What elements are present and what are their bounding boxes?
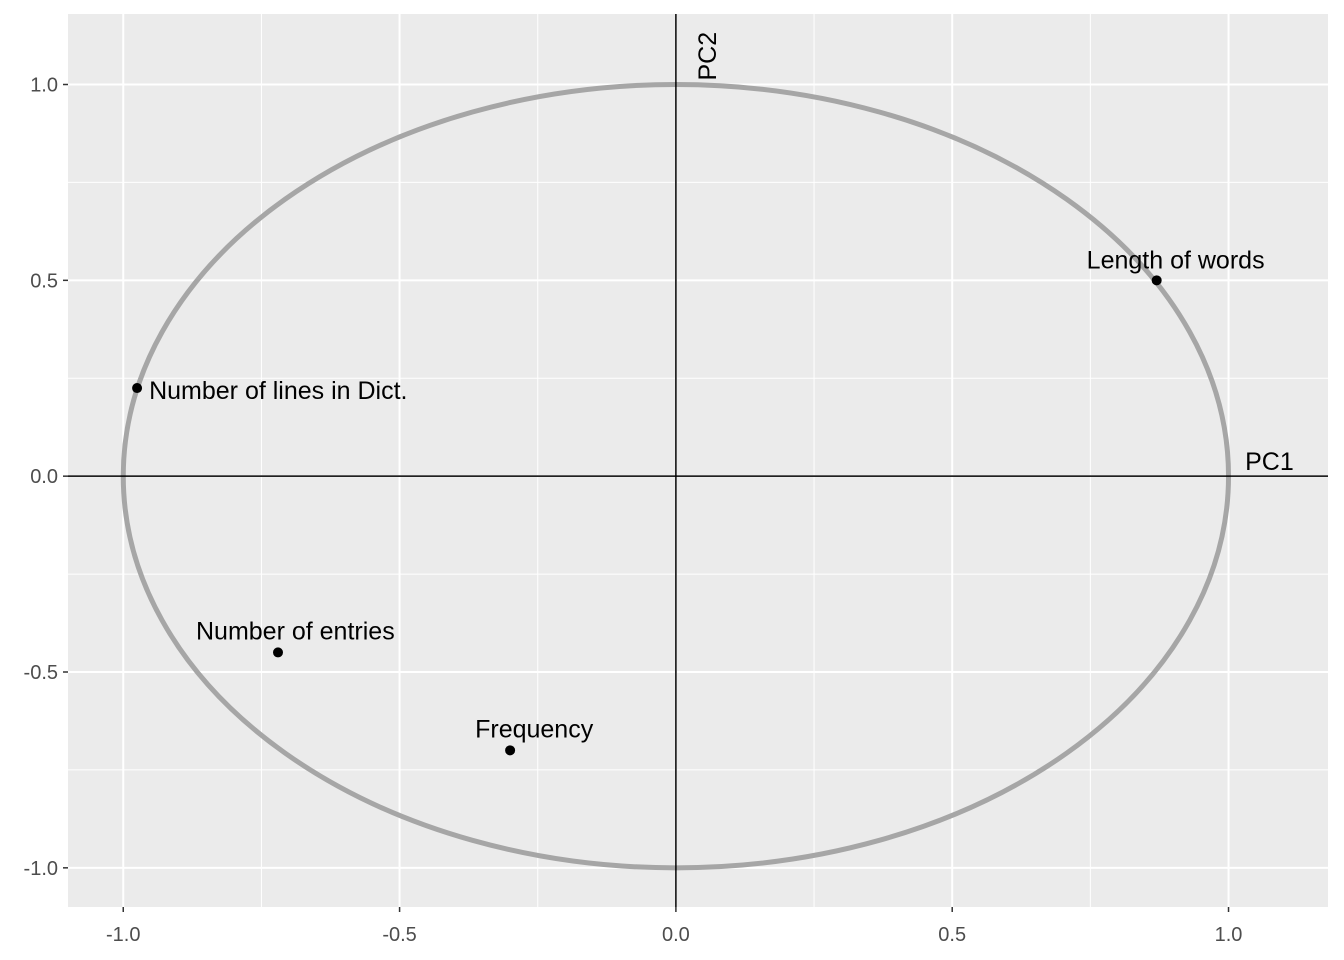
point-label: Frequency <box>475 715 594 743</box>
point-label: Number of lines in Dict. <box>149 377 407 405</box>
y-tick-label: -1.0 <box>24 858 58 880</box>
pc2-axis-label: PC2 <box>694 32 722 81</box>
x-tick-label: -0.5 <box>382 924 416 946</box>
data-point <box>1151 275 1162 286</box>
x-axis-ticks: -1.0 -0.5 0.0 0.5 1.0 <box>106 907 1242 946</box>
y-axis-ticks: -1.0 -0.5 0.0 0.5 1.0 <box>24 75 68 880</box>
point-label: Number of entries <box>196 617 395 645</box>
y-tick-label: 1.0 <box>30 75 58 97</box>
x-tick-label: 0.5 <box>938 924 966 946</box>
y-tick-label: 0.5 <box>30 270 58 292</box>
y-tick-label: 0.0 <box>30 466 58 488</box>
y-tick-label: -0.5 <box>24 662 58 684</box>
minor-gridlines <box>68 14 1328 907</box>
x-tick-label: 0.0 <box>662 924 690 946</box>
data-point <box>505 745 516 756</box>
x-tick-label: -1.0 <box>106 924 140 946</box>
data-points: Length of words Number of lines in Dict. N… <box>132 246 1265 756</box>
data-point <box>132 383 143 394</box>
plot-panel <box>68 14 1328 907</box>
point-label: Length of words <box>1087 246 1265 274</box>
pc1-axis-label: PC1 <box>1245 448 1294 476</box>
data-point <box>273 647 283 658</box>
x-tick-label: 1.0 <box>1215 924 1243 946</box>
